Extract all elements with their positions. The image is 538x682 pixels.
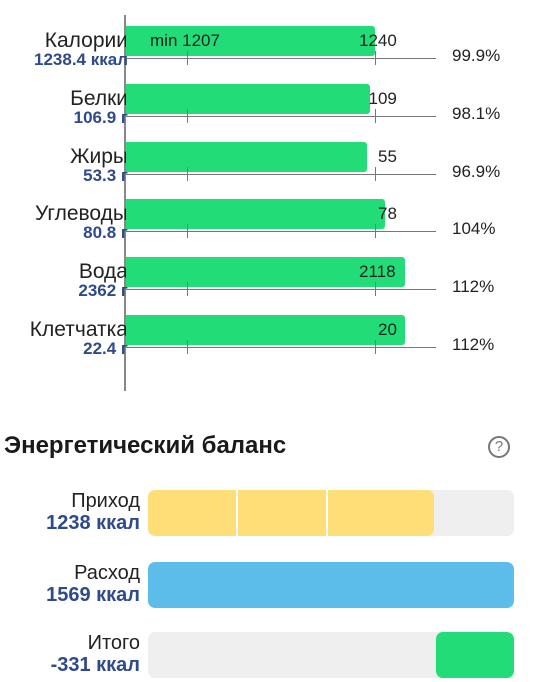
nutrient-target-label: 78 bbox=[378, 204, 397, 224]
nutrient-name: Клетчатка bbox=[29, 318, 128, 341]
energy-balance-value: 1569 ккал bbox=[46, 584, 140, 606]
nutrient-label: Вода 2362 г bbox=[78, 261, 128, 300]
energy-balance-value: 1238 ккал bbox=[46, 512, 140, 534]
nutrient-name: Белки bbox=[70, 86, 128, 110]
nutrient-value: 22.4 г bbox=[83, 339, 128, 358]
nutrient-reference-line bbox=[126, 58, 436, 59]
segment-divider bbox=[326, 490, 328, 536]
nutrient-tick bbox=[187, 166, 188, 181]
energy-balance-name: Приход bbox=[71, 490, 140, 512]
nutrient-value: 53.3 г bbox=[83, 165, 128, 185]
nutrient-tick bbox=[375, 224, 376, 239]
energy-balance-label: Расход 1569 ккал bbox=[46, 562, 140, 606]
nutrient-row: Клетчатка 22.4 г 20 112% bbox=[0, 315, 538, 373]
nutrient-reference-line bbox=[126, 289, 436, 291]
energy-balance-bar bbox=[436, 632, 514, 678]
energy-balance-track bbox=[148, 490, 514, 536]
nutrient-bar bbox=[126, 26, 375, 56]
energy-balance-row: Приход 1238 ккал bbox=[0, 490, 538, 540]
nutrient-row: Калории 1238.4 ккал min 1207 1240 99.9% bbox=[0, 26, 538, 84]
nutrient-label: Жиры 53.3 г bbox=[70, 146, 128, 185]
nutrient-bar bbox=[126, 83, 370, 114]
energy-balance-value: -331 ккал bbox=[50, 654, 140, 676]
nutrient-value: 2362 г bbox=[78, 281, 128, 301]
nutrient-reference-line bbox=[126, 231, 436, 233]
energy-balance-label: Итого -331 ккал bbox=[51, 632, 140, 676]
nutrient-tick bbox=[375, 108, 376, 123]
nutrient-chart: Калории 1238.4 ккал min 1207 1240 99.9% Белки… bbox=[0, 15, 538, 391]
nutrient-value: 1238.4 ккал bbox=[34, 50, 128, 69]
energy-balance-bar bbox=[148, 562, 514, 608]
energy-balance-row: Итого -331 ккал bbox=[0, 632, 538, 682]
nutrient-percent: 104% bbox=[452, 219, 496, 239]
nutrient-target-label: 55 bbox=[378, 146, 397, 166]
nutrient-row: Белки 106.9 г 109 98.1% bbox=[0, 83, 538, 142]
question-circle-icon[interactable]: ? bbox=[488, 436, 510, 458]
nutrient-reference-line bbox=[126, 347, 436, 348]
nutrient-tick bbox=[187, 108, 188, 123]
nutrient-bar bbox=[126, 141, 367, 172]
nutrient-value: 80.8 г bbox=[83, 223, 128, 243]
nutrient-label: Калории 1238.4 ккал bbox=[34, 30, 128, 69]
nutrient-percent: 112% bbox=[452, 335, 495, 354]
nutrient-tick bbox=[187, 224, 188, 239]
nutrient-name: Жиры bbox=[70, 144, 128, 168]
nutrient-tick bbox=[187, 51, 188, 65]
nutrient-target-label: 20 bbox=[378, 320, 397, 339]
nutrient-percent: 98.1% bbox=[452, 103, 501, 123]
nutrient-target-label: 109 bbox=[368, 88, 397, 108]
nutrient-tick bbox=[375, 51, 376, 65]
energy-balance-name: Расход bbox=[74, 562, 140, 584]
nutrient-percent: 112% bbox=[452, 277, 495, 297]
nutrient-percent: 99.9% bbox=[452, 46, 501, 65]
nutrient-target-label: 1240 bbox=[359, 31, 397, 50]
nutrient-target-label: 2118 bbox=[359, 262, 396, 282]
energy-balance-bar bbox=[148, 490, 434, 536]
nutrient-reference-line bbox=[126, 115, 436, 117]
energy-balance-label: Приход 1238 ккал bbox=[46, 490, 140, 534]
nutrient-value: 106.9 г bbox=[73, 107, 128, 127]
nutrient-label: Клетчатка 22.4 г bbox=[30, 319, 128, 358]
nutrient-tick bbox=[375, 340, 376, 354]
nutrient-bar bbox=[126, 199, 385, 230]
nutrient-bar bbox=[126, 315, 405, 345]
energy-balance-title: Энергетический баланс bbox=[4, 432, 287, 459]
energy-balance-name: Итого bbox=[87, 632, 140, 654]
segment-divider bbox=[236, 490, 238, 536]
nutrient-label: Белки 106.9 г bbox=[70, 88, 128, 127]
nutrient-tick bbox=[187, 282, 188, 297]
nutrient-name: Вода bbox=[78, 260, 128, 284]
chart-axis bbox=[124, 15, 126, 391]
nutrient-reference-line bbox=[126, 173, 436, 175]
energy-balance-row: Расход 1569 ккал bbox=[0, 562, 538, 612]
nutrient-name: Калории bbox=[44, 29, 128, 52]
nutrient-percent: 96.9% bbox=[452, 161, 501, 181]
energy-balance-track bbox=[148, 632, 514, 678]
nutrient-row: Вода 2362 г 2118 112% bbox=[0, 257, 538, 315]
nutrient-min-label: min 1207 bbox=[150, 31, 220, 50]
nutrient-tick bbox=[375, 282, 376, 297]
nutrient-row: Жиры 53.3 г 55 96.9% bbox=[0, 141, 538, 200]
nutrient-row: Углеводы 80.8 г 78 104% bbox=[0, 199, 538, 257]
nutrient-tick bbox=[187, 340, 188, 354]
nutrient-bar bbox=[126, 257, 405, 288]
energy-balance-track bbox=[148, 562, 514, 608]
nutrient-name: Углеводы bbox=[34, 202, 128, 226]
nutrient-label: Углеводы 80.8 г bbox=[35, 203, 128, 242]
nutrient-tick bbox=[375, 166, 376, 181]
